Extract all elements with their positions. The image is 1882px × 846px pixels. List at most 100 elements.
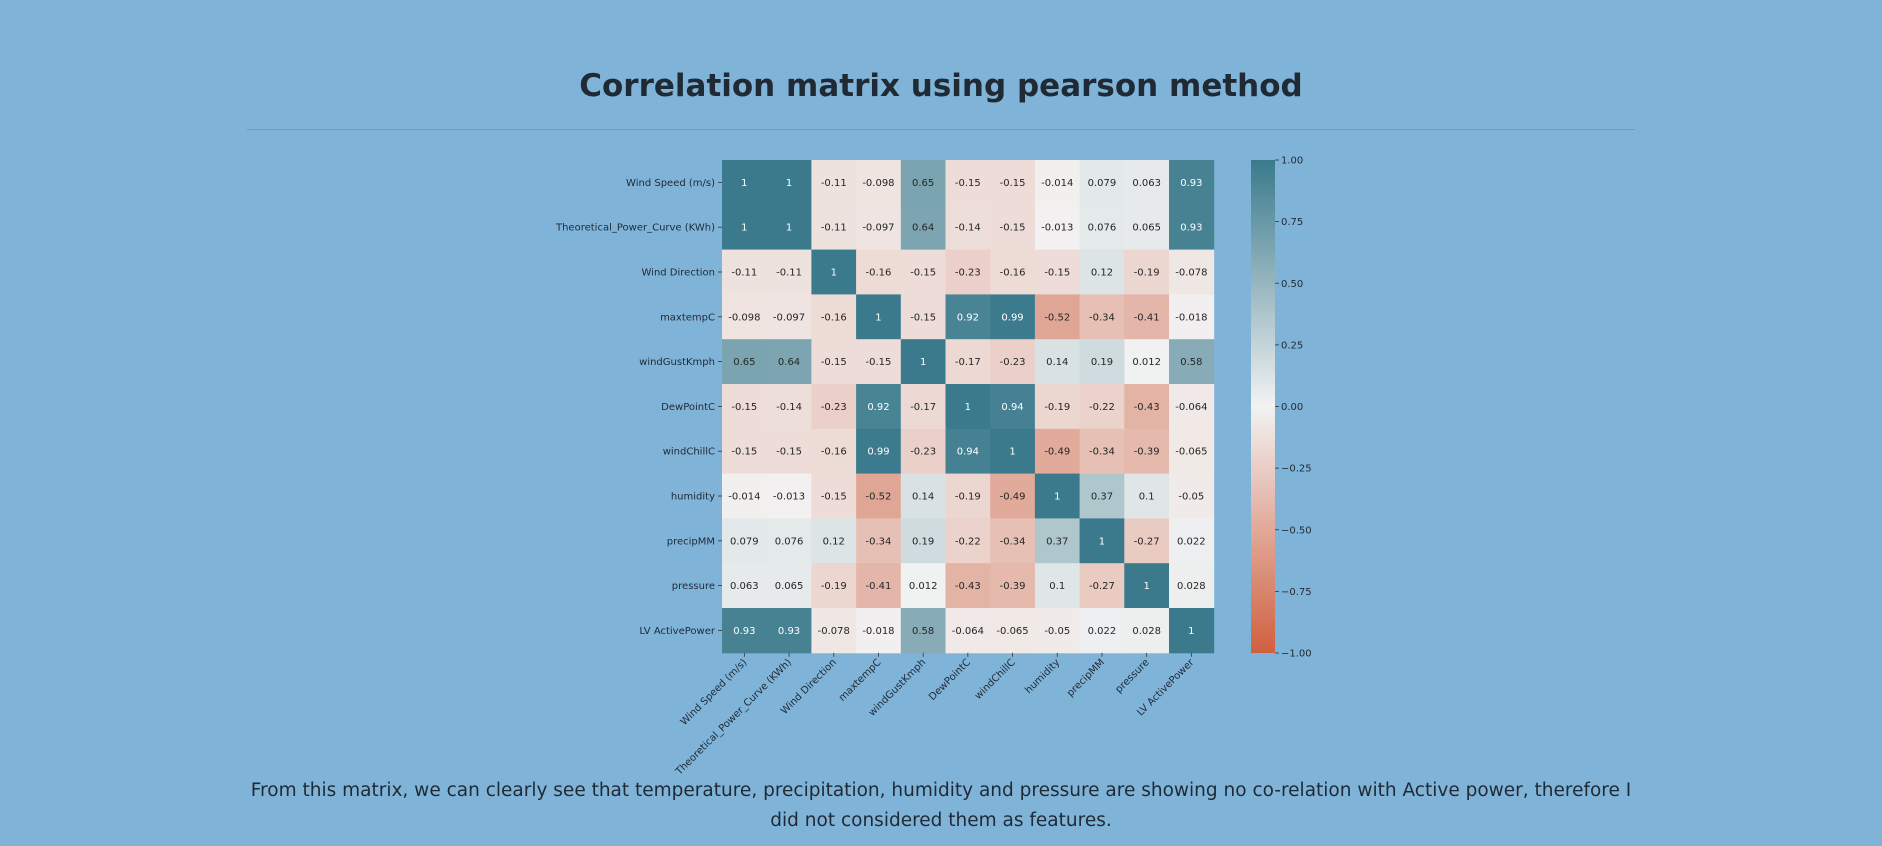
cell-value-label: 0.028: [1177, 581, 1206, 592]
heatmap-cell: [811, 428, 857, 475]
cell-value-label: -0.43: [955, 581, 981, 592]
cell-value-label: 1: [831, 268, 837, 279]
cell-value-label: -0.014: [728, 492, 760, 503]
heatmap-cell: [766, 204, 812, 251]
heatmap-cell: [722, 204, 768, 251]
x-tick-label: precipMM: [1065, 657, 1107, 699]
colorbar-tick-label: −1.00: [1281, 649, 1312, 660]
heatmap-cell: [990, 339, 1036, 385]
cell-value-label: 1: [1188, 626, 1194, 637]
heatmap-cell: [1169, 294, 1215, 340]
cell-value-label: -0.013: [1041, 223, 1073, 234]
heatmap-cell: [856, 518, 902, 564]
cell-value-label: 0.64: [912, 223, 934, 234]
cell-value-label: -0.19: [1134, 268, 1160, 279]
cell-value-label: 1: [741, 178, 747, 189]
cell-value-label: 0.19: [912, 536, 934, 547]
heatmap-cell: [766, 249, 812, 295]
cell-value-label: 0.063: [1132, 178, 1161, 189]
heatmap-cell: [1034, 249, 1081, 295]
cell-value-label: -0.15: [821, 492, 847, 503]
cell-value-label: 0.028: [1132, 626, 1161, 637]
cell-value-label: 1: [875, 312, 881, 323]
heatmap-cell: [811, 473, 857, 519]
heatmap-cell: [1034, 608, 1081, 654]
x-tick-label: humidity: [1023, 657, 1062, 696]
colorbar-tick-label: 0.75: [1281, 217, 1303, 228]
colorbar-tick-label: 0.50: [1281, 279, 1303, 290]
cell-value-label: 0.92: [957, 312, 979, 323]
cell-value-label: -0.11: [731, 268, 757, 279]
cell-value-label: -0.16: [866, 268, 892, 279]
heatmap-cell: [766, 160, 812, 206]
heatmap-cell: [1079, 428, 1125, 475]
heatmap-cell: [1034, 563, 1081, 609]
heatmap-cell: [856, 294, 902, 340]
heatmap-cell: [945, 518, 991, 564]
heatmap-cell: [856, 563, 902, 609]
heatmap-cell: [1079, 608, 1125, 654]
cell-value-label: 0.1: [1049, 581, 1065, 592]
heatmap-cell: [1034, 204, 1081, 251]
colorbar-tick-label: 1.00: [1281, 156, 1303, 167]
cell-value-label: 0.012: [909, 581, 938, 592]
title-divider: [247, 129, 1635, 130]
heatmap-cell: [990, 384, 1036, 430]
heatmap-cell: [722, 563, 768, 609]
heatmap-cell: [1124, 384, 1170, 430]
cell-value-label: 0.93: [733, 626, 755, 637]
heatmap-cell: [811, 608, 857, 654]
heatmap-cell: [1079, 384, 1125, 430]
heatmap-cell: [722, 428, 768, 475]
cell-value-label: -0.15: [955, 178, 981, 189]
cell-value-label: 0.079: [1088, 178, 1117, 189]
heatmap-cell: [1124, 160, 1170, 206]
cell-value-label: -0.15: [776, 447, 802, 458]
heatmap-cell: [1079, 563, 1125, 609]
heatmap-cell: [945, 563, 991, 609]
cell-value-label: -0.27: [1089, 581, 1115, 592]
heatmap-cell: [945, 428, 991, 475]
cell-value-label: -0.41: [866, 581, 892, 592]
cell-value-label: 0.12: [1091, 268, 1113, 279]
y-tick-label: precipMM: [667, 536, 715, 547]
cell-value-label: -0.15: [731, 447, 757, 458]
heatmap-cell: [811, 249, 857, 295]
heatmap-cell: [900, 608, 946, 654]
heatmap-cell: [722, 518, 768, 564]
y-tick-label: maxtempC: [660, 312, 715, 323]
heatmap-cell: [1169, 563, 1215, 609]
cell-value-label: -0.15: [1044, 268, 1070, 279]
heatmap-cell: [900, 518, 946, 564]
cell-value-label: 1: [1099, 536, 1105, 547]
cell-value-label: -0.098: [728, 312, 760, 323]
heatmap-cell: [990, 294, 1036, 340]
cell-value-label: 0.93: [1180, 178, 1202, 189]
heatmap-cell: [1124, 204, 1170, 251]
heatmap-cell: [900, 249, 946, 295]
cell-value-label: -0.11: [821, 223, 847, 234]
cell-value-label: 0.065: [775, 581, 804, 592]
heatmap-cell: [1034, 339, 1081, 385]
heatmap-cell: [1034, 294, 1081, 340]
y-tick-label: Wind Direction: [642, 268, 716, 279]
heatmap-cell: [856, 384, 902, 430]
cell-value-label: 0.065: [1132, 223, 1161, 234]
heatmap-cell: [811, 160, 857, 206]
cell-value-label: 0.14: [1046, 357, 1068, 368]
cell-value-label: -0.11: [821, 178, 847, 189]
caption-text: From this matrix, we can clearly see tha…: [250, 780, 1632, 831]
cell-value-label: -0.15: [1000, 223, 1026, 234]
heatmap-cell: [1034, 160, 1081, 206]
heatmap-cell: [766, 473, 812, 519]
colorbar-tick-label: −0.75: [1281, 587, 1312, 598]
x-tick-label: windChillC: [973, 657, 1018, 702]
cell-value-label: -0.19: [821, 581, 847, 592]
colorbar-tick-label: 0.00: [1281, 402, 1303, 413]
heatmap-cell: [990, 518, 1036, 564]
cell-value-label: -0.018: [1175, 312, 1207, 323]
cell-value-label: -0.22: [955, 536, 981, 547]
cell-value-label: -0.23: [1000, 357, 1026, 368]
cell-value-label: -0.013: [773, 492, 805, 503]
cell-value-label: 0.022: [1088, 626, 1117, 637]
